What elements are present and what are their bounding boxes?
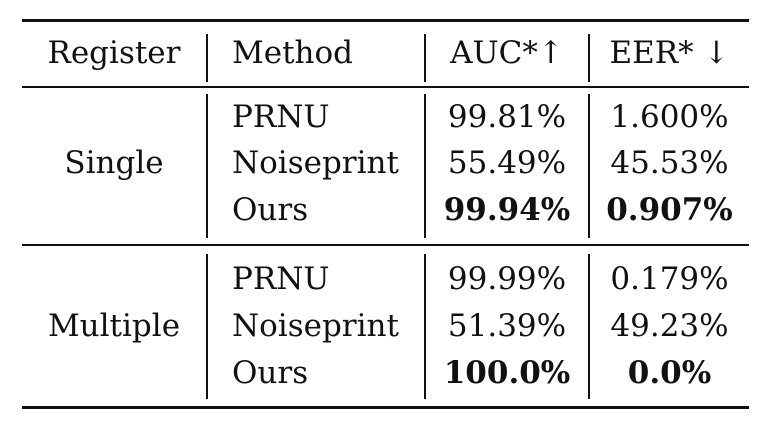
method-cell: Ours	[232, 355, 309, 391]
method-cell: Noiseprint	[232, 145, 399, 181]
group2-divider-1	[206, 254, 208, 399]
group-separator-rule	[22, 244, 749, 246]
auc-cell: 99.81%	[447, 99, 567, 135]
register-multiple: Multiple	[47, 308, 181, 344]
method-cell: PRNU	[232, 99, 330, 135]
group1-divider-2	[424, 94, 426, 238]
group2-divider-3	[588, 254, 590, 399]
group1-divider-3	[588, 94, 590, 238]
auc-cell-best: 100.0%	[443, 355, 571, 391]
eer-cell: 0.179%	[610, 261, 729, 297]
header-divider-2	[424, 34, 426, 82]
header-auc: AUC*↑	[450, 35, 564, 71]
header-divider-3	[588, 34, 590, 82]
group2-divider-2	[424, 254, 426, 399]
header-register: Register	[47, 35, 181, 71]
eer-cell: 1.600%	[610, 99, 729, 135]
auc-cell: 51.39%	[447, 308, 567, 344]
header-divider-1	[206, 34, 208, 82]
eer-cell-best: 0.0%	[627, 355, 712, 391]
auc-cell: 55.49%	[447, 145, 567, 181]
method-cell: PRNU	[232, 261, 330, 297]
header-eer: EER* ↓	[609, 35, 730, 71]
method-cell: Noiseprint	[232, 308, 399, 344]
auc-cell: 99.99%	[447, 261, 567, 297]
group1-divider-1	[206, 94, 208, 238]
eer-cell: 49.23%	[610, 308, 729, 344]
register-single: Single	[64, 145, 164, 181]
eer-cell-best: 0.907%	[606, 192, 733, 228]
eer-cell: 45.53%	[610, 145, 729, 181]
method-cell: Ours	[232, 192, 309, 228]
top-rule	[22, 19, 749, 22]
auc-cell-best: 99.94%	[443, 192, 571, 228]
bottom-rule	[22, 406, 749, 409]
header-method: Method	[232, 35, 354, 71]
header-rule	[22, 86, 749, 88]
